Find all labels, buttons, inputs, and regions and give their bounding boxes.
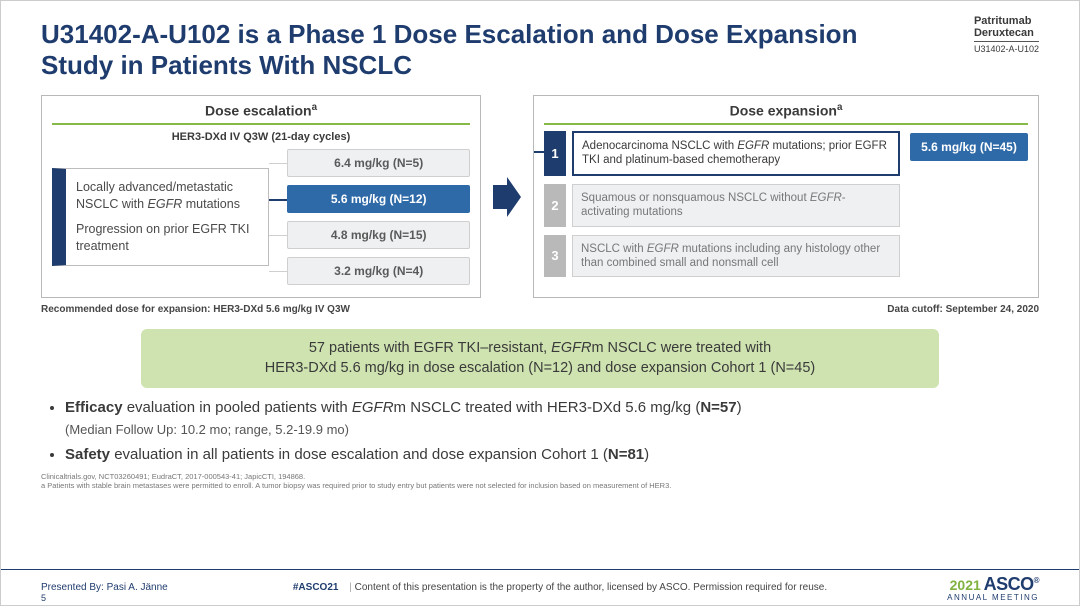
- expansion-dose-pill: 5.6 mg/kg (N=45): [910, 133, 1028, 161]
- escalation-body: Locally advanced/metastatic NSCLC with E…: [52, 149, 470, 285]
- brand-rule: [974, 41, 1039, 42]
- expansion-body: 1 Adenocarcinoma NSCLC with EGFR mutatio…: [544, 131, 1028, 285]
- rights-text: Content of this presentation is the prop…: [355, 582, 827, 593]
- panel-escalation-title-text: Dose escalation: [205, 103, 312, 119]
- bullet-efficacy-sub: (Median Follow Up: 10.2 mo; range, 5.2-1…: [65, 422, 1039, 437]
- dose-column-wrap: 6.4 mg/kg (N=5) 5.6 mg/kg (N=12) 4.8 mg/…: [287, 149, 470, 285]
- escalation-subheader: HER3-DXd IV Q3W (21-day cycles): [52, 131, 470, 143]
- cohort-number: 3: [544, 235, 566, 278]
- connector-line: [269, 271, 287, 272]
- brand-line3: U31402-A-U102: [974, 44, 1039, 54]
- dose-column: 6.4 mg/kg (N=5) 5.6 mg/kg (N=12) 4.8 mg/…: [287, 149, 470, 285]
- cohort-text: Adenocarcinoma NSCLC with EGFR mutations…: [572, 131, 900, 176]
- logo-org: ASCO®: [984, 574, 1039, 594]
- bottom-bar: Presented By: Pasi A. Jänne #ASCO21 | Co…: [1, 569, 1079, 605]
- brand-line1: Patritumab: [974, 15, 1039, 27]
- panel-expansion-title-text: Dose expansion: [730, 103, 837, 119]
- arrow-icon: [493, 95, 521, 298]
- panel-escalation: Dose escalationa HER3-DXd IV Q3W (21-day…: [41, 95, 481, 298]
- cohort-list: 1 Adenocarcinoma NSCLC with EGFR mutatio…: [544, 131, 900, 285]
- panel-expansion-sup: a: [837, 102, 842, 113]
- bullet-safety: Safety evaluation in all patients in dos…: [65, 445, 1039, 465]
- logo-meeting: ANNUAL MEETING: [879, 593, 1039, 602]
- bullet-efficacy-strong: Efficacy: [65, 399, 123, 416]
- dose-pill-selected: 5.6 mg/kg (N=12): [287, 185, 470, 213]
- bullet-safety-strong: Safety: [65, 446, 110, 463]
- green-rule: [52, 123, 470, 125]
- connector-line: [269, 235, 287, 236]
- patient-criteria-box: Locally advanced/metastatic NSCLC with E…: [52, 168, 269, 266]
- panel-expansion-title: Dose expansiona: [544, 102, 1028, 123]
- expansion-footer: Data cutoff: September 24, 2020: [887, 304, 1039, 315]
- panel-expansion: Dose expansiona 1 Adenocarcinoma NSCLC w…: [533, 95, 1039, 298]
- dose-pill: 6.4 mg/kg (N=5): [287, 149, 470, 177]
- asco-logo: 2021 ASCO® ANNUAL MEETING: [879, 574, 1039, 602]
- bullet-list: Efficacy evaluation in pooled patients w…: [65, 398, 1039, 418]
- footer-mid: #ASCO21 | Content of this presentation i…: [241, 582, 879, 593]
- dose-pill: 3.2 mg/kg (N=4): [287, 257, 470, 285]
- connector-line: [269, 163, 287, 164]
- brand-corner: Patritumab Deruxtecan U31402-A-U102: [974, 15, 1039, 54]
- green-rule: [544, 123, 1028, 125]
- slide: Patritumab Deruxtecan U31402-A-U102 U314…: [0, 0, 1080, 606]
- presented-by-label: Presented By:: [41, 582, 104, 593]
- patient-criteria-p1: Locally advanced/metastatic NSCLC with E…: [76, 179, 258, 213]
- logo-year: 2021: [950, 577, 981, 593]
- hashtag: #ASCO21: [293, 582, 339, 593]
- presenter-name: Pasi A. Jänne: [107, 582, 168, 593]
- cohort-number: 1: [544, 131, 566, 176]
- cohort-number: 2: [544, 184, 566, 227]
- tiny-foot-1: Clinicaltrials.gov, NCT03260491; EudraCT…: [41, 472, 1039, 481]
- patient-criteria-p2: Progression on prior EGFR TKI treatment: [76, 221, 258, 255]
- panel-footnotes: Recommended dose for expansion: HER3-DXd…: [41, 298, 1039, 315]
- presented-by: Presented By: Pasi A. Jänne: [41, 582, 241, 593]
- slide-title: U31402-A-U102 is a Phase 1 Dose Escalati…: [41, 19, 861, 81]
- cohort-row-2: 2 Squamous or nonsquamous NSCLC without …: [544, 184, 900, 227]
- bullet-efficacy: Efficacy evaluation in pooled patients w…: [65, 398, 1039, 418]
- cohort-text: NSCLC with EGFR mutations including any …: [572, 235, 900, 278]
- panel-escalation-sup: a: [312, 102, 317, 113]
- connector-line-selected: [269, 199, 287, 201]
- escalation-footer: Recommended dose for expansion: HER3-DXd…: [41, 304, 481, 315]
- cohort-text: Squamous or nonsquamous NSCLC without EG…: [572, 184, 900, 227]
- tiny-foot-2: a Patients with stable brain metastases …: [41, 481, 1039, 490]
- dose-pill: 4.8 mg/kg (N=15): [287, 221, 470, 249]
- slide-number: 5: [41, 593, 46, 603]
- expansion-dose-wrap: 5.6 mg/kg (N=45): [910, 131, 1028, 161]
- connector-line-selected: [534, 151, 544, 153]
- panel-escalation-title: Dose escalationa: [52, 102, 470, 123]
- cohort-row-1: 1 Adenocarcinoma NSCLC with EGFR mutatio…: [544, 131, 900, 176]
- cohort-row-3: 3 NSCLC with EGFR mutations including an…: [544, 235, 900, 278]
- tiny-footnotes: Clinicaltrials.gov, NCT03260491; EudraCT…: [41, 472, 1039, 490]
- brand-line2: Deruxtecan: [974, 27, 1039, 39]
- bullet-list-2: Safety evaluation in all patients in dos…: [65, 445, 1039, 465]
- green-callout: 57 patients with EGFR TKI–resistant, EGF…: [141, 329, 939, 388]
- panels-row: Dose escalationa HER3-DXd IV Q3W (21-day…: [41, 95, 1039, 298]
